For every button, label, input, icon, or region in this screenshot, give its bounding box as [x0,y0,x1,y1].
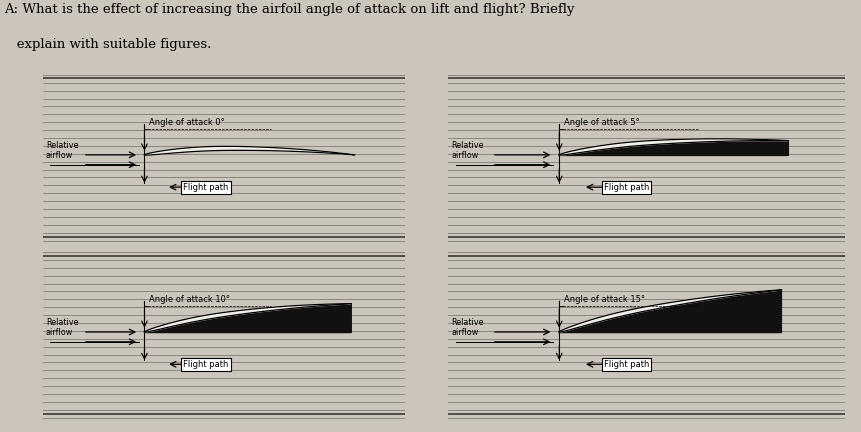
Text: Relative
airflow: Relative airflow [46,318,78,337]
Polygon shape [559,290,781,333]
Polygon shape [145,304,351,332]
Text: Angle of attack 10°: Angle of attack 10° [149,295,230,304]
Polygon shape [559,139,788,155]
Text: Relative
airflow: Relative airflow [451,141,483,160]
Text: Relative
airflow: Relative airflow [451,318,483,337]
Text: A: What is the effect of increasing the airfoil angle of attack on lift and flig: A: What is the effect of increasing the … [4,3,574,16]
Text: Angle of attack 15°: Angle of attack 15° [563,295,644,304]
Text: Flight path: Flight path [183,360,228,369]
Polygon shape [559,141,788,156]
Polygon shape [145,304,351,333]
Text: explain with suitable figures.: explain with suitable figures. [4,38,212,51]
Polygon shape [559,290,781,332]
Text: Flight path: Flight path [604,360,648,369]
Text: Relative
airflow: Relative airflow [46,141,78,160]
Text: Flight path: Flight path [604,183,648,192]
Text: Flight path: Flight path [183,183,228,192]
Text: Angle of attack 5°: Angle of attack 5° [563,118,639,127]
Text: Angle of attack 0°: Angle of attack 0° [149,118,225,127]
Polygon shape [145,146,354,155]
